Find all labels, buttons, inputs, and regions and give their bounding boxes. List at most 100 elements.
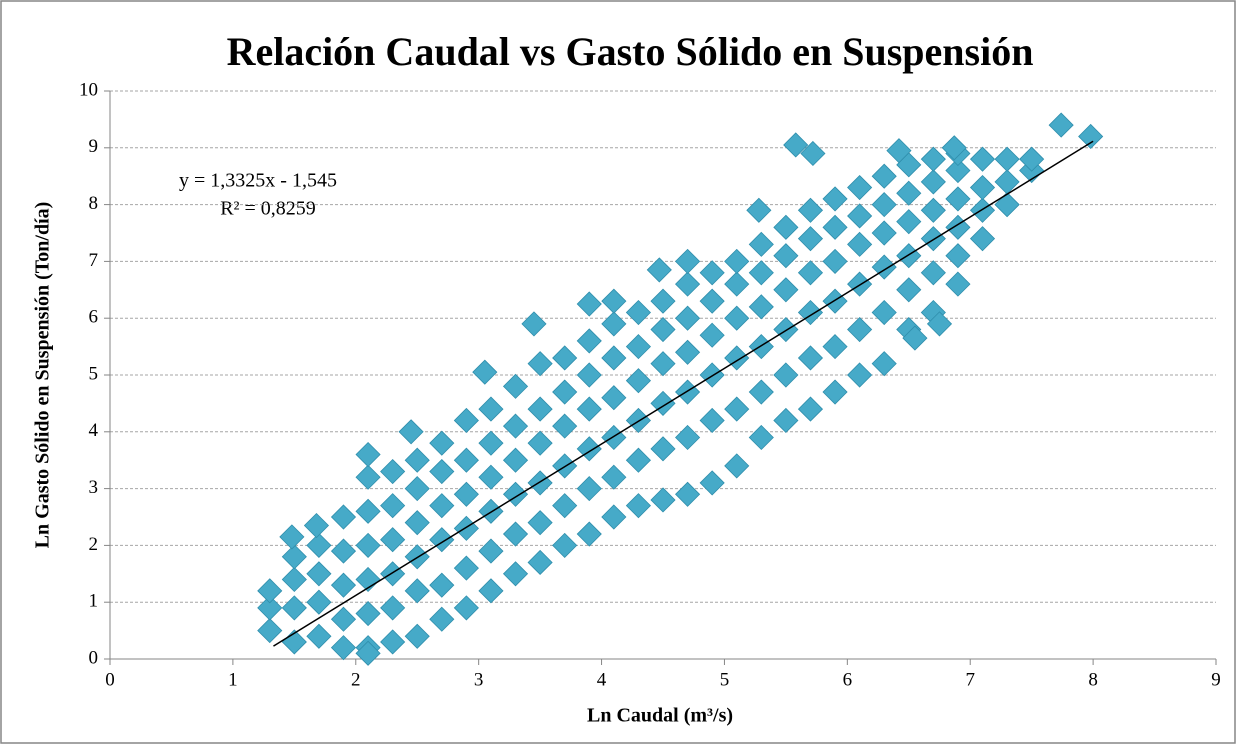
point bbox=[453, 407, 479, 434]
point bbox=[994, 146, 1020, 172]
point bbox=[748, 334, 774, 360]
x-tick-label: 3 bbox=[474, 669, 484, 690]
point bbox=[502, 447, 529, 473]
point bbox=[699, 470, 725, 496]
point bbox=[527, 510, 553, 536]
y-tick-label: 3 bbox=[89, 477, 99, 498]
point bbox=[625, 493, 651, 519]
point bbox=[453, 515, 479, 541]
point bbox=[724, 248, 750, 274]
x-tick-label: 6 bbox=[843, 669, 853, 690]
point bbox=[576, 291, 602, 317]
point bbox=[404, 623, 430, 649]
point bbox=[871, 299, 897, 326]
point bbox=[871, 163, 897, 189]
point bbox=[303, 512, 330, 539]
x-tick-label: 2 bbox=[351, 669, 361, 690]
point bbox=[601, 385, 627, 411]
y-tick-label: 10 bbox=[79, 79, 98, 100]
point bbox=[800, 140, 826, 167]
point bbox=[920, 169, 946, 195]
point bbox=[306, 589, 332, 615]
point bbox=[380, 561, 406, 587]
point bbox=[330, 538, 357, 564]
point bbox=[724, 396, 750, 422]
point bbox=[527, 549, 553, 576]
point bbox=[527, 430, 553, 456]
point bbox=[650, 288, 676, 314]
point bbox=[355, 532, 381, 558]
point bbox=[527, 470, 553, 496]
point bbox=[822, 334, 848, 360]
y-axis-title: Ln Gasto Sólido en Suspensión (Ton/día) bbox=[32, 202, 54, 549]
point bbox=[797, 197, 824, 223]
point bbox=[822, 379, 848, 405]
point bbox=[773, 243, 799, 269]
point bbox=[945, 243, 971, 269]
y-tick-label: 7 bbox=[89, 250, 99, 271]
point bbox=[748, 424, 774, 451]
point bbox=[404, 447, 430, 473]
point bbox=[552, 493, 578, 519]
point bbox=[724, 305, 750, 331]
point bbox=[306, 532, 332, 558]
x-tick-label: 4 bbox=[597, 669, 607, 690]
x-tick-label: 8 bbox=[1088, 669, 1098, 690]
point bbox=[871, 220, 897, 246]
y-tick-label: 0 bbox=[89, 647, 99, 668]
y-tick-label: 1 bbox=[89, 591, 99, 612]
point bbox=[1048, 112, 1074, 138]
point bbox=[748, 379, 774, 405]
point bbox=[941, 135, 967, 161]
point bbox=[527, 396, 553, 422]
point bbox=[478, 396, 504, 422]
point bbox=[355, 640, 381, 666]
point bbox=[355, 464, 381, 490]
y-tick-label: 8 bbox=[89, 193, 99, 214]
y-tick-label: 2 bbox=[89, 534, 99, 555]
point bbox=[279, 524, 305, 550]
point bbox=[380, 629, 406, 655]
point bbox=[429, 493, 455, 519]
point bbox=[886, 138, 912, 164]
point bbox=[404, 578, 430, 604]
point bbox=[969, 197, 996, 223]
point bbox=[552, 345, 578, 371]
point bbox=[920, 197, 946, 223]
point bbox=[724, 453, 750, 479]
point bbox=[355, 441, 381, 468]
point bbox=[748, 231, 774, 257]
point bbox=[502, 413, 529, 439]
point bbox=[675, 271, 701, 297]
point bbox=[257, 595, 283, 621]
point bbox=[646, 257, 672, 283]
point bbox=[969, 146, 996, 172]
point bbox=[847, 203, 873, 229]
x-axis-title: Ln Caudal (m³/s) bbox=[587, 705, 733, 727]
point bbox=[576, 362, 602, 388]
point bbox=[945, 157, 971, 184]
point bbox=[478, 538, 504, 564]
point bbox=[896, 180, 922, 206]
x-tick-label: 9 bbox=[1211, 669, 1221, 690]
point bbox=[724, 271, 750, 297]
point bbox=[847, 174, 873, 201]
point bbox=[453, 481, 479, 507]
point bbox=[330, 572, 357, 598]
x-tick-label: 1 bbox=[228, 669, 238, 690]
point bbox=[601, 424, 627, 451]
point bbox=[1078, 123, 1104, 150]
point bbox=[453, 447, 479, 473]
point bbox=[601, 311, 627, 337]
point bbox=[896, 277, 922, 303]
point bbox=[675, 481, 701, 507]
point bbox=[404, 510, 430, 536]
point bbox=[257, 618, 283, 644]
point bbox=[871, 192, 897, 218]
point bbox=[601, 288, 627, 314]
point bbox=[625, 334, 651, 360]
point bbox=[675, 339, 701, 365]
point bbox=[257, 578, 283, 604]
point bbox=[429, 430, 455, 456]
point bbox=[926, 311, 953, 337]
